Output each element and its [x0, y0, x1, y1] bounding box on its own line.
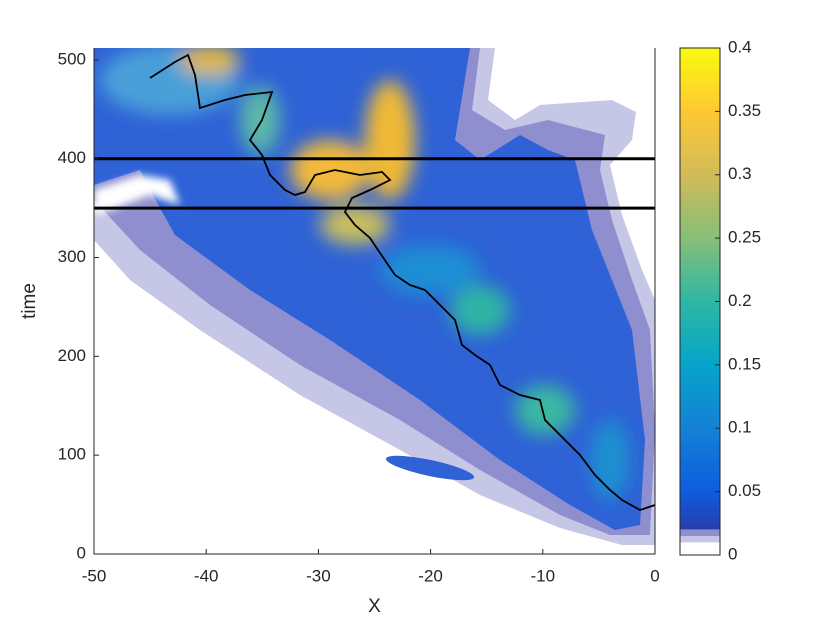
white-gap	[94, 175, 180, 215]
colorbar-tick-label: 0.1	[728, 418, 752, 437]
colorbar-tick-label: 0.3	[728, 164, 752, 183]
isolated-patch	[385, 455, 475, 481]
y-tick-label: 0	[77, 543, 86, 562]
y-axis-label: time	[19, 283, 40, 319]
y-tick-label: 200	[58, 346, 86, 365]
colorbar-tick-label: 0.05	[728, 481, 761, 500]
colorbar-tick-label: 0.15	[728, 354, 761, 373]
y-tick-label: 100	[58, 445, 86, 464]
colorbar-low-step	[680, 529, 720, 536]
contour-blue	[94, 48, 645, 530]
colorbar-tick-label: 0	[728, 544, 737, 563]
colorbar-tick-label: 0.25	[728, 228, 761, 247]
x-tick-label: -20	[418, 566, 443, 585]
colorbar-tick-label: 0.4	[728, 37, 752, 56]
x-tick-label: -50	[82, 566, 107, 585]
threshold-contour	[149, 53, 655, 511]
colorbar-low-step	[680, 535, 720, 543]
x-tick-label: -40	[194, 566, 219, 585]
contour-field	[94, 48, 655, 545]
x-tick-label: -10	[531, 566, 556, 585]
y-tick-label: 500	[58, 49, 86, 68]
x-axis-label: X	[368, 596, 381, 617]
colorbar-tick-label: 0.35	[728, 101, 761, 120]
y-tick-label: 400	[58, 148, 86, 167]
axes-box	[93, 48, 656, 555]
y-tick-label: 300	[58, 247, 86, 266]
colorbar-gradient	[680, 48, 720, 555]
colorbar-tick-label: 0.2	[728, 291, 752, 310]
x-tick-label: -30	[306, 566, 331, 585]
x-tick-label: 0	[650, 566, 659, 585]
